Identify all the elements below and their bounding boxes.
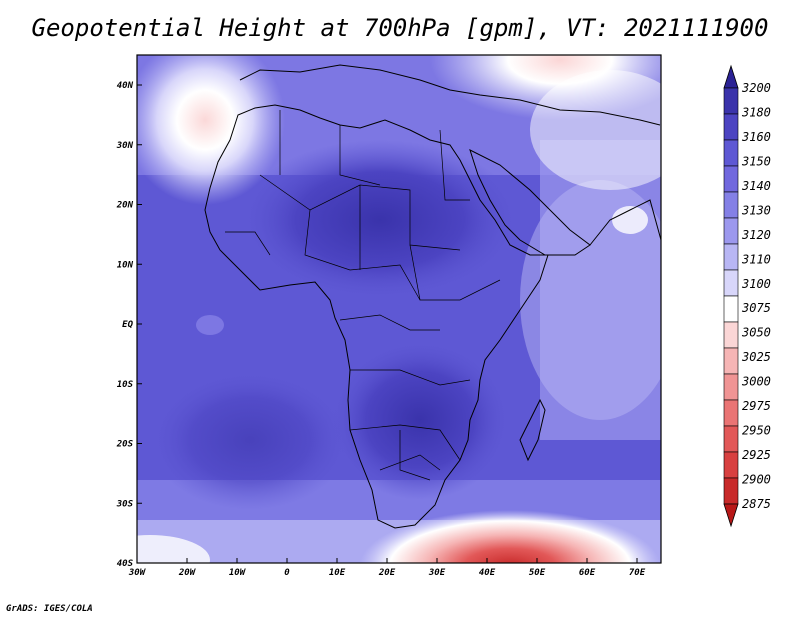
- colorbar-label: 3200: [741, 81, 771, 95]
- colorbar-swatch: [723, 139, 739, 167]
- y-axis: 40N 30N 20N 10N EQ 10S 20S 30S 40S: [116, 81, 142, 569]
- colorbar-label: 3160: [741, 130, 771, 144]
- colorbar-swatch: [723, 451, 739, 479]
- colorbar-swatch: [723, 425, 739, 453]
- colorbar-bottom-arrow: [723, 503, 739, 528]
- x-axis: 30W 20W 10W 0 10E 20E 30E 40E 50E 60E 70E: [128, 558, 646, 578]
- colorbar-label: 3120: [741, 228, 771, 242]
- colorbar-swatch: [723, 399, 739, 427]
- colorbar-swatch: [723, 295, 739, 323]
- y-tick-label: 10N: [117, 260, 134, 270]
- colorbar-swatch: [723, 269, 739, 297]
- y-tick-label: 40N: [117, 81, 134, 91]
- colorbar-label: 3025: [741, 350, 771, 364]
- x-tick-label: 70E: [629, 568, 646, 578]
- colorbar-swatch: [723, 191, 739, 219]
- x-tick-label: 60E: [579, 568, 596, 578]
- colorbar-swatch: [723, 165, 739, 193]
- colorbar-label: 3050: [741, 326, 771, 340]
- x-tick-label: 0: [284, 568, 290, 578]
- x-tick-label: 10E: [329, 568, 346, 578]
- colorbar-label: 3150: [741, 154, 771, 168]
- map-title: Geopotential Height at 700hPa [gpm], VT:…: [31, 14, 769, 42]
- asia-outline: [589, 199, 661, 246]
- colorbar-label: 3100: [741, 277, 771, 291]
- colorbar-swatch: [723, 113, 739, 141]
- colorbar-swatch: [723, 321, 739, 349]
- colorbar-label: 2925: [742, 448, 771, 462]
- plot-frame: [136, 54, 662, 564]
- colorbar-swatch: [723, 87, 739, 115]
- colorbar-top-arrow: [723, 64, 739, 89]
- madagascar-outline: [519, 398, 546, 462]
- colorbar-label: 2900: [742, 473, 771, 487]
- x-tick-label: 20E: [378, 568, 396, 578]
- y-tick-label: 30S: [116, 499, 134, 509]
- y-tick-label: 20N: [116, 201, 134, 211]
- colorbar-swatch: [723, 477, 739, 505]
- colorbar: 3200 3180 3160 3150 3140 3130 3120 3110 3100 3075…: [723, 64, 771, 528]
- y-tick-label: 40S: [117, 559, 134, 569]
- colorbar-swatch: [723, 347, 739, 375]
- colorbar-label: 3110: [741, 252, 771, 266]
- colorbar-label: 3000: [741, 375, 771, 389]
- footer-credit: GrADS: IGES/COLA: [6, 604, 93, 614]
- colorbar-swatch: [723, 217, 739, 245]
- colorbar-label: 3130: [741, 203, 771, 217]
- y-tick-label: EQ: [122, 320, 133, 330]
- x-tick-label: 50E: [529, 568, 546, 578]
- country-borders: [225, 110, 501, 481]
- x-tick-label: 40E: [479, 568, 496, 578]
- x-tick-label: 30W: [128, 568, 147, 578]
- colorbar-label: 2875: [742, 497, 771, 511]
- colorbar-label: 2975: [742, 399, 771, 413]
- arabia-outline: [469, 149, 591, 256]
- colorbar-label: 3140: [741, 179, 771, 193]
- colorbar-label: 3180: [741, 105, 771, 119]
- y-tick-label: 20S: [116, 440, 134, 450]
- x-tick-label: 20W: [178, 568, 197, 578]
- colorbar-swatch: [723, 243, 739, 271]
- x-tick-label: 10W: [229, 568, 247, 578]
- height-field: [137, 55, 661, 563]
- colorbar-label: 2950: [742, 424, 771, 438]
- colorbar-label: 3075: [741, 301, 771, 315]
- x-tick-label: 30E: [428, 568, 446, 578]
- y-tick-label: 10S: [117, 380, 134, 390]
- colorbar-swatch: [723, 373, 739, 401]
- africa-coastline: [204, 104, 549, 529]
- y-tick-label: 30N: [116, 141, 134, 151]
- europe-outline: [239, 64, 661, 126]
